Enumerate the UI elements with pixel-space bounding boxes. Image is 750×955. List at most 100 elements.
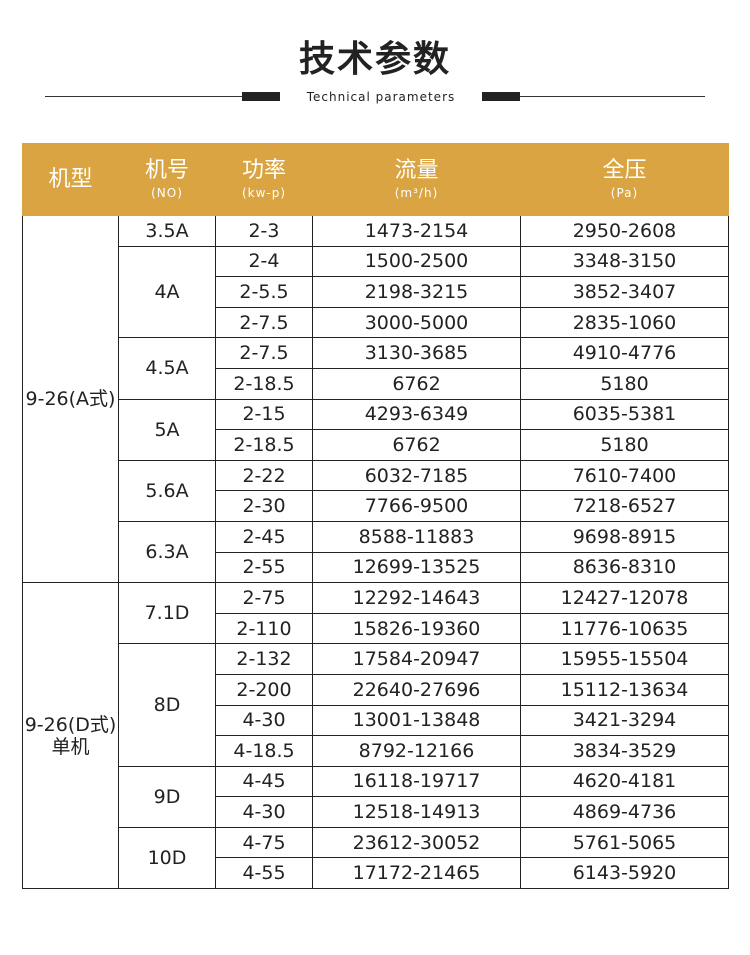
row: 2-5.5 2198-3215 3852-3407 xyxy=(23,276,729,308)
cell: 2-4 xyxy=(215,245,313,278)
cell: 5180 xyxy=(520,429,729,461)
cell: 4869-4736 xyxy=(520,796,729,828)
header-label: 流量 xyxy=(394,157,439,183)
cell: 15826-19360 xyxy=(312,612,521,645)
header-label: 机型 xyxy=(48,166,93,192)
row: 4A 2-4 1500-2500 3348-3150 xyxy=(23,245,729,339)
cell: 17172-21465 xyxy=(312,857,521,890)
cell: 12427-12078 xyxy=(520,582,729,614)
header-unit: (NO) xyxy=(151,185,183,200)
cell: 15955-15504 xyxy=(520,643,729,675)
header-unit: (Pa) xyxy=(610,185,639,200)
cell: 1500-2500 xyxy=(312,245,521,278)
cell: 2-7.5 xyxy=(215,306,313,339)
cell: 5180 xyxy=(520,367,729,400)
header-cell: 全压 (Pa) xyxy=(520,143,729,216)
cell: 5761-5065 xyxy=(520,826,729,859)
machine-cell: 4A xyxy=(118,245,216,339)
row: 2-18.5 6762 5180 xyxy=(23,367,729,400)
cell: 12699-13525 xyxy=(312,551,521,584)
model-cell: 9-26(A式) xyxy=(22,214,119,584)
row: 2-30 7766-9500 7218-6527 xyxy=(23,490,729,522)
machine-cell: 4.5A xyxy=(118,337,216,400)
machine-cell: 7.1D xyxy=(118,582,216,645)
cell: 4620-4181 xyxy=(520,765,729,798)
header-row: 机型 机号 (NO) 功率 (kw-p) 流量 (m³/h) 全压 (Pa) xyxy=(22,143,729,216)
cell: 3130-3685 xyxy=(312,337,521,369)
cell: 16118-19717 xyxy=(312,765,521,798)
cell: 4910-4776 xyxy=(520,337,729,369)
row: 2-110 15826-19360 11776-10635 xyxy=(23,612,729,645)
cell: 13001-13848 xyxy=(312,704,521,737)
row: 8D 2-132 17584-20947 15955-15504 xyxy=(23,643,729,767)
machine-cell: 6.3A xyxy=(118,520,216,584)
header-unit: (kw-p) xyxy=(241,185,287,200)
header-cell: 机型 xyxy=(22,143,119,216)
row: 10D 4-75 23612-30052 5761-5065 xyxy=(23,826,729,890)
cell: 3348-3150 xyxy=(520,245,729,278)
cell: 2-5.5 xyxy=(215,276,313,308)
cell: 11776-10635 xyxy=(520,612,729,645)
row: 2-200 22640-27696 15112-13634 xyxy=(23,673,729,706)
cell: 2-200 xyxy=(215,673,313,706)
row: 4-30 13001-13848 3421-3294 xyxy=(23,704,729,737)
row: 4-30 12518-14913 4869-4736 xyxy=(23,796,729,828)
cell: 3852-3407 xyxy=(520,276,729,308)
params-table: 机型 机号 (NO) 功率 (kw-p) 流量 (m³/h) 全压 (Pa) 9-26(A式) 3… xyxy=(22,143,729,890)
row: 9D 4-45 16118-19717 4620-4181 xyxy=(23,765,729,828)
header-label: 机号 xyxy=(144,157,189,183)
cell: 4-30 xyxy=(215,704,313,737)
cell: 1473-2154 xyxy=(312,215,521,247)
model-cell: 9-26(D式)单机 xyxy=(22,582,119,890)
row: 9-26(A式) 3.5A 2-3 1473-2154 2950-2608 xyxy=(22,214,729,584)
machine-cell: 3.5A xyxy=(118,215,216,247)
divider-bar xyxy=(242,92,280,101)
machine-cell: 5A xyxy=(118,398,216,461)
cell: 2-7.5 xyxy=(215,337,313,369)
cell: 4-18.5 xyxy=(215,735,313,767)
machine-cell: 8D xyxy=(118,643,216,767)
machine-cell: 10D xyxy=(118,826,216,890)
row: 2-18.5 6762 5180 xyxy=(23,429,729,461)
cell: 4-75 xyxy=(215,826,313,859)
machine-cell: 9D xyxy=(118,765,216,828)
row: 2-7.5 3000-5000 2835-1060 xyxy=(23,306,729,339)
cell: 2-132 xyxy=(215,643,313,675)
cell: 2-18.5 xyxy=(215,429,313,461)
cell: 8636-8310 xyxy=(520,551,729,584)
cell: 2-3 xyxy=(215,215,313,247)
cell: 17584-20947 xyxy=(312,643,521,675)
row: 5A 2-15 4293-6349 6035-5381 xyxy=(23,398,729,461)
cell: 4293-6349 xyxy=(312,398,521,431)
cell: 2950-2608 xyxy=(520,215,729,247)
cell: 9698-8915 xyxy=(520,520,729,553)
cell: 6143-5920 xyxy=(520,857,729,890)
cell: 7610-7400 xyxy=(520,459,729,492)
row: 6.3A 2-45 8588-11883 9698-8915 xyxy=(23,520,729,584)
subtitle: Technical parameters xyxy=(280,88,482,106)
divider-bar xyxy=(482,92,520,101)
header-cell: 功率 (kw-p) xyxy=(215,143,313,216)
cell: 3421-3294 xyxy=(520,704,729,737)
cell: 4-45 xyxy=(215,765,313,798)
cell: 2-55 xyxy=(215,551,313,584)
row: 4.5A 2-7.5 3130-3685 4910-4776 xyxy=(23,337,729,400)
cell: 23612-30052 xyxy=(312,826,521,859)
cell: 12518-14913 xyxy=(312,796,521,828)
cell: 8588-11883 xyxy=(312,520,521,553)
cell: 12292-14643 xyxy=(312,582,521,614)
machine-cell: 5.6A xyxy=(118,459,216,522)
row: 4-55 17172-21465 6143-5920 xyxy=(23,857,729,890)
cell: 2835-1060 xyxy=(520,306,729,339)
cell: 8792-12166 xyxy=(312,735,521,767)
cell: 2-22 xyxy=(215,459,313,492)
cell: 3834-3529 xyxy=(520,735,729,767)
row: 5.6A 2-22 6032-7185 7610-7400 xyxy=(23,459,729,522)
cell: 22640-27696 xyxy=(312,673,521,706)
cell: 2-30 xyxy=(215,490,313,522)
header-cell: 机号 (NO) xyxy=(118,143,216,216)
cell: 7218-6527 xyxy=(520,490,729,522)
cell: 2-75 xyxy=(215,582,313,614)
cell: 2-15 xyxy=(215,398,313,431)
